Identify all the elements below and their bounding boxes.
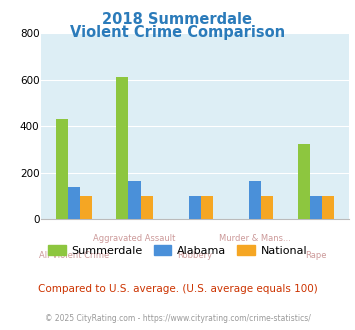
Bar xyxy=(322,196,334,219)
Bar xyxy=(68,187,80,219)
Text: Robbery: Robbery xyxy=(178,251,212,260)
Bar xyxy=(201,196,213,219)
Bar xyxy=(141,196,153,219)
Legend: Summerdale, Alabama, National: Summerdale, Alabama, National xyxy=(43,241,312,260)
Bar xyxy=(310,196,322,219)
Bar xyxy=(297,144,310,219)
Bar xyxy=(129,182,141,219)
Text: All Violent Crime: All Violent Crime xyxy=(39,251,109,260)
Text: Violent Crime Comparison: Violent Crime Comparison xyxy=(70,25,285,40)
Bar xyxy=(189,196,201,219)
Bar xyxy=(80,196,92,219)
Text: Murder & Mans...: Murder & Mans... xyxy=(219,234,291,243)
Bar xyxy=(116,77,129,219)
Bar xyxy=(261,196,273,219)
Text: Compared to U.S. average. (U.S. average equals 100): Compared to U.S. average. (U.S. average … xyxy=(38,284,317,294)
Bar xyxy=(249,181,261,219)
Text: © 2025 CityRating.com - https://www.cityrating.com/crime-statistics/: © 2025 CityRating.com - https://www.city… xyxy=(45,314,310,323)
Text: Aggravated Assault: Aggravated Assault xyxy=(93,234,176,243)
Text: 2018 Summerdale: 2018 Summerdale xyxy=(103,12,252,26)
Bar xyxy=(56,119,68,219)
Text: Rape: Rape xyxy=(305,251,327,260)
